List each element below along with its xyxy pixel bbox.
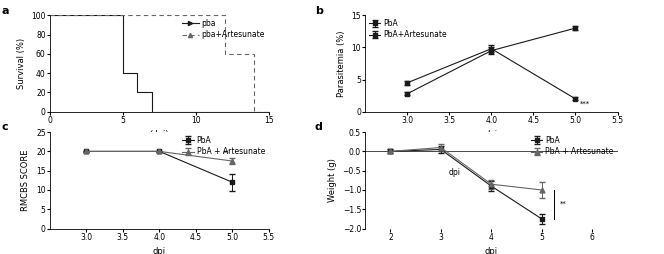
Legend: PbA, PbA+Artesunate: PbA, PbA+Artesunate xyxy=(369,19,447,39)
Text: b: b xyxy=(315,6,323,15)
X-axis label: (dpi): (dpi) xyxy=(149,131,169,139)
Text: dpi: dpi xyxy=(448,168,460,177)
Y-axis label: RMCBS SCORE: RMCBS SCORE xyxy=(21,150,31,211)
Text: c: c xyxy=(1,122,8,132)
Legend: pba, pba+Artesunate: pba, pba+Artesunate xyxy=(182,19,265,39)
Legend: PbA, PbA + Artesunate: PbA, PbA + Artesunate xyxy=(182,136,265,156)
X-axis label: dpi: dpi xyxy=(485,247,498,254)
X-axis label: dpi: dpi xyxy=(485,131,498,139)
Y-axis label: Parasitemia (%): Parasitemia (%) xyxy=(337,30,346,97)
Text: **: ** xyxy=(223,150,230,156)
Y-axis label: Weight (g): Weight (g) xyxy=(328,158,337,202)
Text: a: a xyxy=(1,6,9,15)
Text: **: ** xyxy=(560,200,566,207)
Text: ***: *** xyxy=(580,100,590,106)
X-axis label: dpi: dpi xyxy=(153,247,166,254)
Y-axis label: Survival (%): Survival (%) xyxy=(17,38,26,89)
Text: d: d xyxy=(315,122,323,132)
Legend: PbA, PbA + Artesunate: PbA, PbA + Artesunate xyxy=(531,136,614,156)
